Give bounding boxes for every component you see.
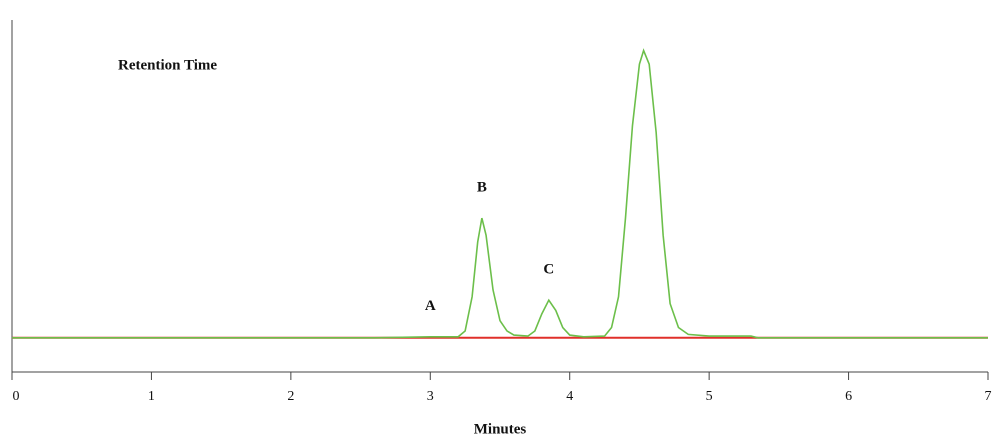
x-tick-label: 5 bbox=[706, 389, 713, 404]
x-tick-label: 3 bbox=[427, 389, 434, 404]
chart-title: Retention Time bbox=[118, 57, 217, 73]
x-tick-label: 0 bbox=[13, 389, 20, 404]
x-axis-label: Minutes bbox=[474, 421, 527, 437]
x-tick-label: 4 bbox=[566, 389, 573, 404]
x-tick-label: 1 bbox=[148, 389, 155, 404]
x-tick-label: 7 bbox=[985, 389, 992, 404]
peak-label: C bbox=[543, 262, 554, 278]
x-tick-label: 2 bbox=[287, 389, 294, 404]
peak-label: A bbox=[425, 298, 436, 314]
peak-label: B bbox=[477, 180, 487, 196]
x-tick-label: 6 bbox=[845, 389, 852, 404]
series-line bbox=[12, 48, 988, 339]
